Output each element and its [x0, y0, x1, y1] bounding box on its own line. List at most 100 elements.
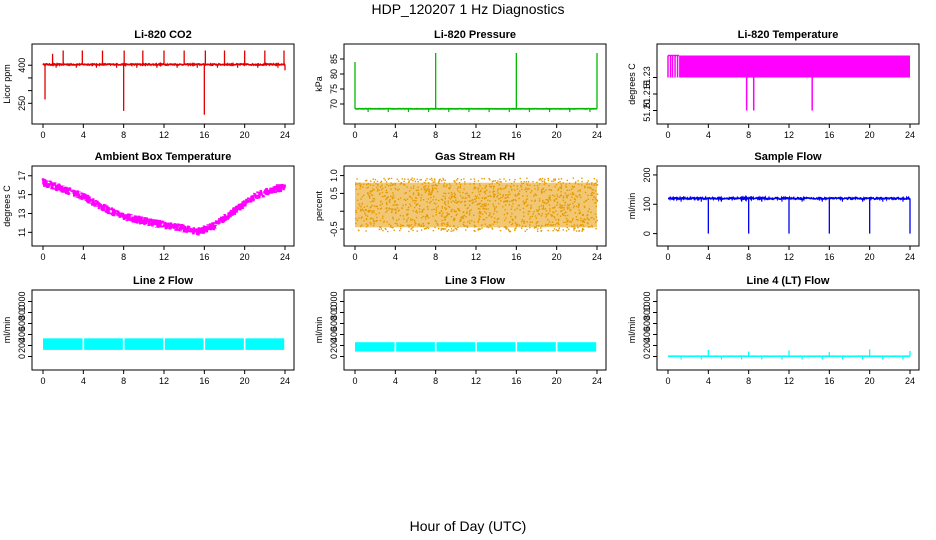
data-point — [540, 179, 542, 181]
y-tick-label: 400 — [17, 327, 27, 342]
plot-frame — [343, 43, 607, 125]
x-tick-label: 8 — [746, 376, 751, 386]
data-point — [483, 177, 485, 180]
data-point — [513, 181, 515, 183]
data-band — [355, 342, 395, 352]
data-point — [481, 227, 483, 229]
x-tick-label: 8 — [746, 252, 751, 262]
x-tick-label: 12 — [471, 130, 481, 140]
chart-title: Line 3 Flow — [445, 275, 505, 287]
data-point — [566, 226, 569, 229]
data-point — [554, 178, 556, 180]
data-band — [164, 338, 204, 350]
data-point — [464, 181, 466, 183]
data-point — [454, 181, 456, 184]
data-point — [596, 200, 599, 202]
chart-title: Li-820 Temperature — [738, 29, 839, 41]
x-tick-label: 0 — [352, 252, 357, 262]
x-tick-label: 4 — [81, 130, 86, 140]
data-point — [595, 227, 597, 230]
data-point — [423, 228, 426, 230]
x-tick-label: 16 — [824, 252, 834, 262]
data-point — [411, 177, 413, 179]
data-point — [497, 180, 499, 182]
data-band — [84, 338, 123, 350]
data-point — [424, 227, 427, 230]
series-Temperature — [667, 54, 910, 111]
data-point — [364, 180, 367, 182]
y-tick-label: 400 — [329, 327, 339, 342]
y-tick-label: 600 — [17, 316, 27, 331]
data-point — [420, 229, 423, 231]
plot-frame — [31, 165, 295, 247]
x-tick-label: 24 — [905, 252, 915, 262]
y-tick-label: 70 — [329, 99, 339, 109]
data-point — [574, 181, 577, 183]
x-tick-label: 24 — [592, 376, 602, 386]
data-point — [540, 230, 542, 232]
data-point — [553, 178, 555, 180]
x-tick-label: 20 — [240, 376, 250, 386]
data-point — [477, 229, 480, 231]
chart-panel-2: Li-820 Pressure kPa 0 4 8 12 16 20 24 70 75 80 85 — [314, 29, 607, 140]
data-point — [438, 179, 441, 181]
y-tick-label: 0.5 — [329, 187, 339, 200]
data-point — [438, 180, 440, 182]
x-tick-label: 12 — [159, 252, 169, 262]
data-point — [474, 230, 476, 232]
x-tick-label: 16 — [199, 376, 209, 386]
data-point — [505, 227, 507, 229]
data-point — [559, 181, 561, 183]
data-point — [560, 178, 563, 180]
x-tick-label: 24 — [592, 252, 602, 262]
data-point — [357, 229, 360, 231]
y-axis-label: percent — [314, 190, 324, 221]
data-band — [436, 342, 476, 352]
data-point — [491, 228, 494, 230]
x-tick-label: 20 — [240, 252, 250, 262]
data-point — [456, 228, 458, 231]
x-tick-label: 16 — [824, 376, 834, 386]
data-point — [412, 229, 414, 232]
data-point — [426, 226, 429, 229]
x-tick-label: 4 — [393, 130, 398, 140]
data-point — [573, 229, 575, 231]
x-tick-label: 0 — [665, 252, 670, 262]
data-point — [552, 180, 555, 182]
plot-frame — [656, 165, 920, 247]
data-point — [373, 181, 376, 183]
y-tick-label: 600 — [642, 316, 652, 331]
chart-panel-3: Li-820 Temperature degrees C 0 4 8 12 16 20 24 51… — [627, 29, 920, 140]
data-point — [432, 181, 434, 183]
data-point — [400, 181, 403, 184]
data-point — [444, 228, 447, 230]
data-point — [538, 179, 540, 181]
data-point — [596, 199, 599, 202]
data-point — [596, 179, 598, 181]
data-point — [387, 178, 390, 180]
data-point — [407, 178, 409, 181]
data-point — [399, 229, 401, 232]
data-point — [494, 180, 497, 182]
y-axis-label: ml/min — [314, 317, 324, 344]
data-point — [408, 180, 410, 182]
data-point — [487, 226, 490, 229]
data-point — [543, 180, 545, 182]
data-band — [205, 338, 244, 350]
y-tick-label: 51.20 — [642, 99, 652, 122]
x-tick-label: 16 — [199, 252, 209, 262]
y-tick-label: 0 — [17, 354, 27, 359]
data-point — [526, 228, 528, 231]
data-point — [382, 229, 384, 232]
data-point — [384, 227, 386, 230]
x-tick-label: 20 — [240, 130, 250, 140]
x-tick-label: 24 — [905, 130, 915, 140]
data-point — [437, 181, 440, 183]
x-tick-label: 16 — [511, 376, 521, 386]
data-point — [374, 178, 377, 181]
data-point — [411, 227, 413, 230]
x-tick-label: 24 — [905, 376, 915, 386]
y-tick-label: 51.215 — [642, 80, 652, 108]
data-point — [400, 228, 402, 230]
chart-panel-4: Ambient Box Temperature degrees C 0 4 8 12 16 2… — [2, 151, 295, 262]
